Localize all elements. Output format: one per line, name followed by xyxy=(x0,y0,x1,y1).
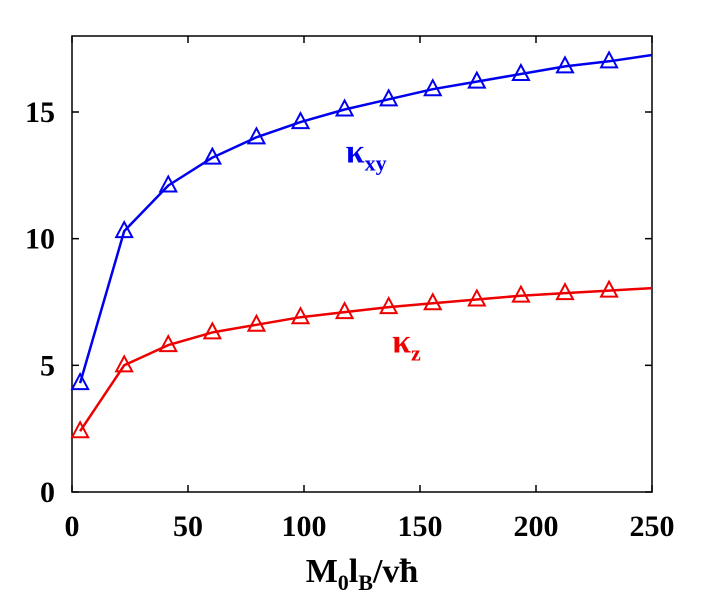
data-point-marker xyxy=(467,70,487,89)
data-point-marker xyxy=(555,282,575,301)
y-tick-label: 5 xyxy=(40,349,55,382)
x-axis-title: M0lB/vħ xyxy=(306,553,419,595)
data-point-marker xyxy=(555,55,575,74)
series-labels: κxy κz xyxy=(346,134,421,366)
x-tick-label: 200 xyxy=(514,510,559,543)
y-tick-label: 15 xyxy=(25,96,55,129)
data-point-marker xyxy=(467,288,487,307)
data-point-marker xyxy=(114,354,134,373)
data-point-marker xyxy=(70,371,90,391)
y-tick-label: 0 xyxy=(40,476,55,509)
x-tick-label: 50 xyxy=(173,510,203,543)
data-point-marker xyxy=(423,78,443,97)
tick-labels: 0 50 100 150 200 250 0 5 10 15 xyxy=(25,96,675,543)
series-line xyxy=(78,53,653,384)
data-point-marker xyxy=(334,301,355,320)
series-label: κxy xyxy=(346,134,387,176)
data-point-marker xyxy=(511,62,531,81)
x-tick-label: 100 xyxy=(282,510,327,543)
data-point-marker xyxy=(290,306,311,325)
series-group xyxy=(70,50,653,439)
data-point-marker xyxy=(334,98,355,117)
data-point-marker xyxy=(246,313,267,332)
x-tick-label: 150 xyxy=(398,510,443,543)
data-point-marker xyxy=(599,279,619,298)
data-point-marker xyxy=(114,219,134,239)
data-point-marker xyxy=(599,50,619,69)
y-tick-label: 10 xyxy=(25,223,55,256)
data-point-marker xyxy=(290,111,311,130)
data-point-marker xyxy=(202,321,223,340)
x-tick-label: 0 xyxy=(65,510,80,543)
data-point-marker xyxy=(158,174,178,193)
data-point-marker xyxy=(202,146,223,165)
data-point-marker xyxy=(158,333,178,353)
data-point-marker xyxy=(511,284,531,303)
series-label: κz xyxy=(392,324,421,366)
x-tick-label: 250 xyxy=(630,510,675,543)
data-point-marker xyxy=(379,295,399,315)
series-line xyxy=(79,286,653,432)
data-point-marker xyxy=(246,126,267,145)
plot-frame xyxy=(71,35,653,493)
data-point-marker xyxy=(70,420,90,439)
axis-ticks xyxy=(71,36,653,493)
data-point-marker xyxy=(379,88,399,107)
data-point-marker xyxy=(423,292,443,311)
